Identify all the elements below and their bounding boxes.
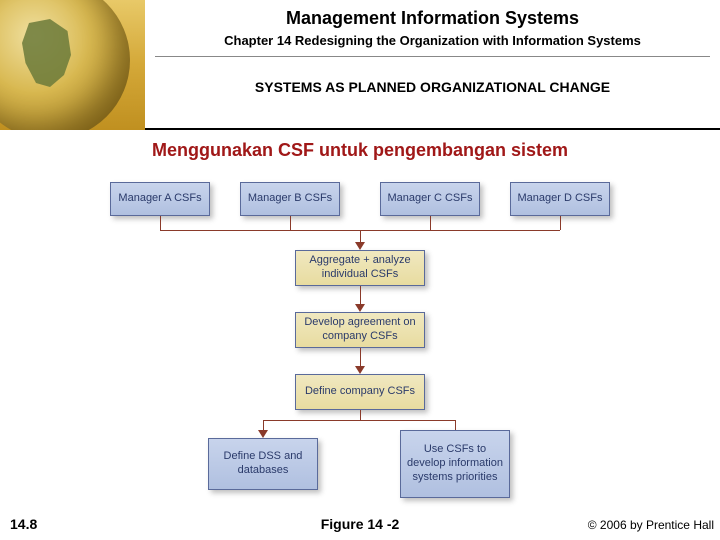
arrow-icon	[355, 242, 365, 250]
node-manager-b: Manager B CSFs	[240, 182, 340, 216]
arrow-icon	[355, 366, 365, 374]
node-aggregate: Aggregate + analyze individual CSFs	[295, 250, 425, 286]
node-define: Define company CSFs	[295, 374, 425, 410]
connector	[560, 216, 561, 230]
globe-decoration	[0, 0, 145, 130]
arrow-icon	[258, 430, 268, 438]
connector	[160, 216, 161, 230]
chapter-title: Chapter 14 Redesigning the Organization …	[155, 33, 710, 57]
connector	[360, 286, 361, 304]
node-manager-a: Manager A CSFs	[110, 182, 210, 216]
main-title: Management Information Systems	[155, 8, 710, 29]
node-develop: Develop agreement on company CSFs	[295, 312, 425, 348]
connector	[263, 420, 455, 421]
connector	[360, 348, 361, 366]
node-use-csf: Use CSFs to develop information systems …	[400, 430, 510, 498]
title-block: Management Information Systems Chapter 1…	[155, 8, 710, 95]
connector	[360, 410, 361, 420]
slide-header: Management Information Systems Chapter 1…	[0, 0, 720, 130]
csf-flowchart: Manager A CSFs Manager B CSFs Manager C …	[100, 170, 620, 500]
globe-land	[15, 15, 85, 95]
arrow-icon	[355, 304, 365, 312]
slide-subtitle: Menggunakan CSF untuk pengembangan siste…	[0, 140, 720, 161]
section-title: SYSTEMS AS PLANNED ORGANIZATIONAL CHANGE	[155, 79, 710, 95]
copyright-text: © 2006 by Prentice Hall	[588, 518, 714, 532]
connector	[430, 216, 431, 230]
connector	[455, 420, 456, 430]
connector	[263, 420, 264, 430]
slide-footer: 14.8 Figure 14 -2 © 2006 by Prentice Hal…	[0, 512, 720, 532]
node-dss: Define DSS and databases	[208, 438, 318, 490]
node-manager-d: Manager D CSFs	[510, 182, 610, 216]
connector	[290, 216, 291, 230]
node-manager-c: Manager C CSFs	[380, 182, 480, 216]
